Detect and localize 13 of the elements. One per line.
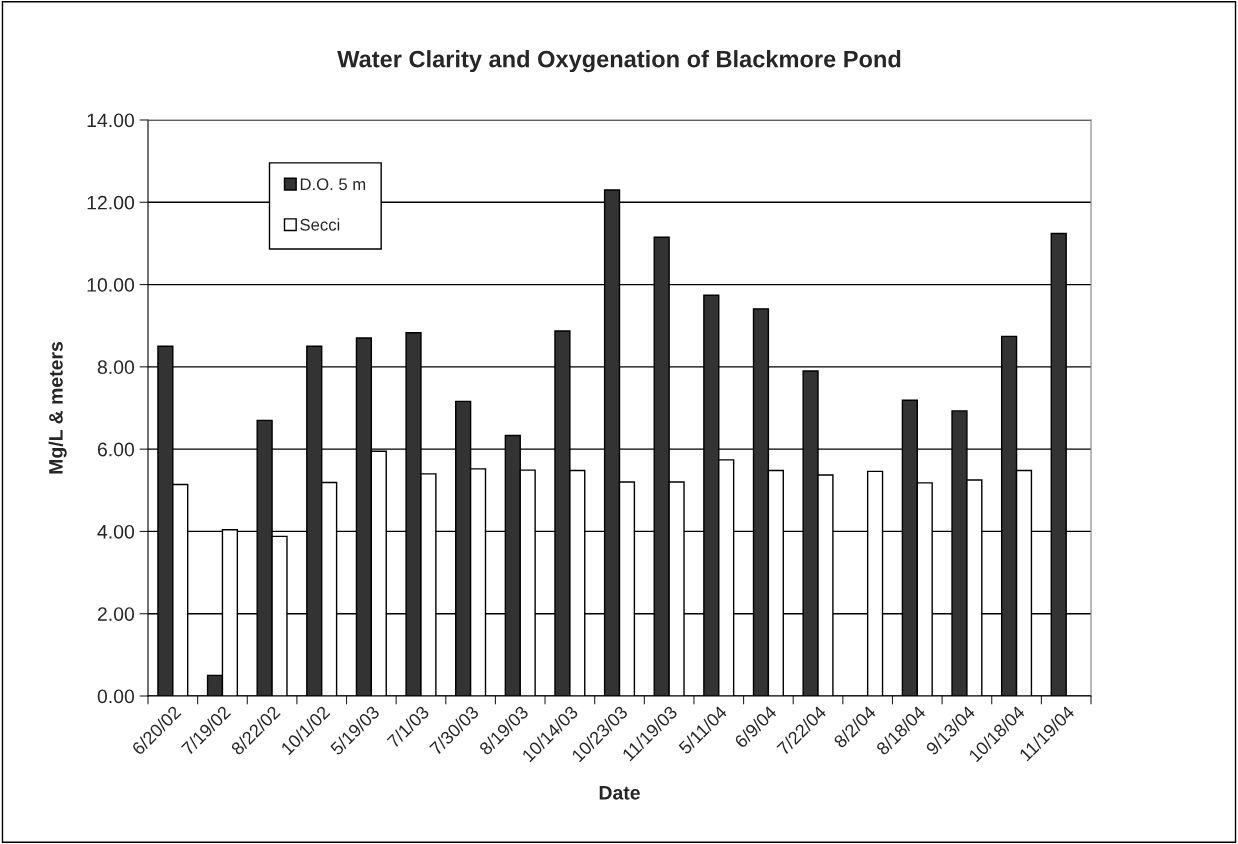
chart-title: Water Clarity and Oxygenation of Blackmore Pond — [337, 50, 901, 73]
y-tick-label: 10.00 — [87, 278, 135, 292]
y-tick-label: 4.00 — [97, 524, 135, 539]
y-axis-title: Mg/L & meters — [48, 341, 67, 474]
y-tick-label: 12.00 — [87, 195, 135, 210]
y-tick-label: 2.00 — [97, 607, 135, 621]
x-axis-title: Date — [599, 786, 640, 800]
legend-label: Secci — [300, 218, 340, 231]
y-tick-label: 8.00 — [97, 360, 135, 375]
y-tick-label: 14.00 — [87, 113, 135, 128]
legend-label: D.O. 5 m — [300, 178, 366, 191]
y-tick-label: 6.00 — [97, 442, 135, 457]
y-tick-label: 0.00 — [97, 689, 135, 704]
